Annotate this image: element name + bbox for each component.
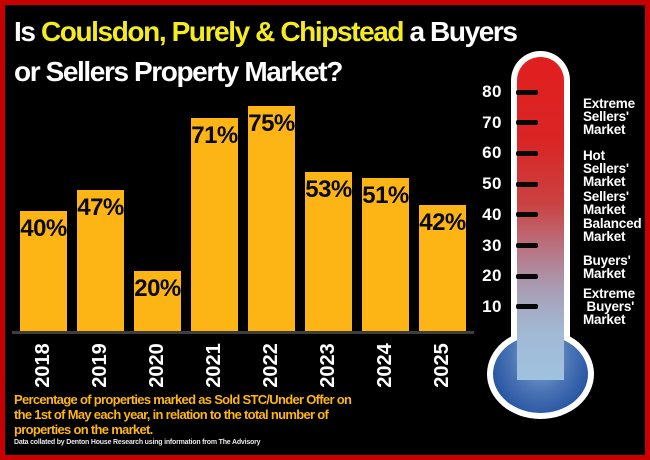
- scale-tick-60: [516, 150, 538, 156]
- x-axis-label-2021: 2021: [191, 336, 238, 394]
- thermometer-gradient-tube: [517, 57, 564, 380]
- title-area-highlight: Coulsdon, Purely & Chipstead: [40, 16, 405, 47]
- zone-label-line: Sellers': [583, 109, 629, 125]
- x-axis-label-2023: 2023: [305, 336, 352, 394]
- year-text: 2023: [317, 342, 339, 388]
- year-text: 2019: [89, 342, 111, 388]
- bar-2020: 20%: [134, 271, 181, 331]
- scale-number-60: 60: [482, 143, 502, 163]
- scale-tick-30: [516, 243, 538, 249]
- title-prefix: Is: [14, 16, 41, 47]
- bar-2021: 71%: [191, 118, 238, 331]
- scale-tick-10: [516, 304, 538, 310]
- year-text: 2021: [203, 342, 225, 388]
- year-text: 2020: [146, 342, 168, 388]
- footnote-text: Percentage of properties marked as Sold …: [14, 392, 352, 437]
- footnote-line: properties on the market.: [14, 422, 153, 437]
- title-suffix: a Buyers: [403, 16, 518, 47]
- bar-2019: 47%: [77, 190, 124, 331]
- zone-label-line: Sellers': [583, 188, 629, 204]
- scale-number-80: 80: [482, 82, 502, 101]
- zone-label-line: Market: [583, 312, 626, 328]
- bar-value-label: 20%: [134, 275, 181, 302]
- bar-value-label: 71%: [191, 122, 238, 149]
- bar-2024: 51%: [362, 178, 409, 331]
- scale-number-10: 10: [482, 296, 502, 316]
- scale-number-30: 30: [482, 235, 502, 255]
- x-axis-label-2022: 2022: [248, 336, 295, 394]
- year-text: 2022: [260, 342, 282, 388]
- zone-label-line: Buyers': [583, 253, 631, 269]
- scale-tick-80: [516, 89, 538, 95]
- bar-value-label: 40%: [20, 215, 67, 242]
- year-text: 2024: [374, 342, 396, 388]
- year-text: 2018: [32, 342, 54, 388]
- zone-label-line: Balanced: [583, 216, 642, 232]
- zone-label-buyers-market: Buyers' Market: [583, 253, 631, 282]
- zone-label-extreme-buyers-market: Extreme Buyers' Market: [583, 286, 635, 328]
- bar-value-label: 53%: [305, 176, 352, 203]
- scale-number-70: 70: [482, 112, 502, 132]
- x-axis-label-2025: 2025: [419, 336, 466, 394]
- data-credit-text: Data collated by Denton House Research u…: [14, 439, 261, 446]
- bar-2018: 40%: [20, 211, 67, 331]
- zone-label-line: Extreme: [583, 286, 635, 302]
- x-axis-label-2024: 2024: [362, 336, 409, 394]
- bar-2025: 42%: [419, 205, 466, 331]
- x-axis-label-2020: 2020: [134, 336, 181, 394]
- x-axis-label-2018: 2018: [20, 336, 67, 394]
- year-text: 2025: [431, 342, 453, 388]
- bar-value-label: 42%: [419, 209, 466, 236]
- bar-2023: 53%: [305, 172, 352, 331]
- scale-tick-20: [516, 273, 538, 279]
- scale-tick-50: [516, 181, 538, 187]
- scale-number-20: 20: [482, 266, 502, 286]
- zone-label-line: Market: [583, 122, 626, 138]
- footnote-line: the 1st of May each year, in relation to…: [14, 407, 329, 422]
- title-line-1: Is Coulsdon, Purely & Chipstead a Buyers: [14, 12, 518, 52]
- zone-label-line: Hot: [583, 148, 605, 164]
- bar-value-label: 47%: [77, 194, 124, 221]
- zone-label-line: Extreme: [583, 96, 635, 112]
- zone-label-balanced-market: Balanced Market: [583, 216, 642, 245]
- scale-number-50: 50: [482, 174, 502, 194]
- scale-tick-70: [516, 120, 538, 126]
- bar-2022: 75%: [248, 106, 295, 331]
- scale-number-40: 40: [482, 204, 502, 224]
- page-title: Is Coulsdon, Purely & Chipstead a Buyers…: [14, 12, 518, 92]
- zone-label-line: Market: [583, 266, 626, 282]
- zone-label-line: Market: [583, 229, 626, 245]
- zone-label-extreme-sellers-market: Extreme Sellers' Market: [583, 96, 635, 138]
- title-line-2: or Sellers Property Market?: [14, 56, 343, 87]
- zone-label-hot-sellers-market: Hot Sellers' Market: [583, 148, 629, 190]
- footnote-line: Percentage of properties marked as Sold …: [14, 392, 352, 407]
- zone-label-line: Buyers': [583, 299, 635, 315]
- scale-tick-40: [516, 212, 538, 218]
- zone-label-line: Market: [583, 201, 626, 217]
- zone-label-sellers-market: Sellers' Market: [583, 188, 629, 217]
- bar-value-label: 51%: [362, 182, 409, 209]
- zone-label-line: Market: [583, 174, 626, 190]
- zone-label-line: Sellers': [583, 161, 629, 177]
- bar-value-label: 75%: [248, 110, 295, 137]
- x-axis-line: [12, 331, 474, 334]
- x-axis-label-2019: 2019: [77, 336, 124, 394]
